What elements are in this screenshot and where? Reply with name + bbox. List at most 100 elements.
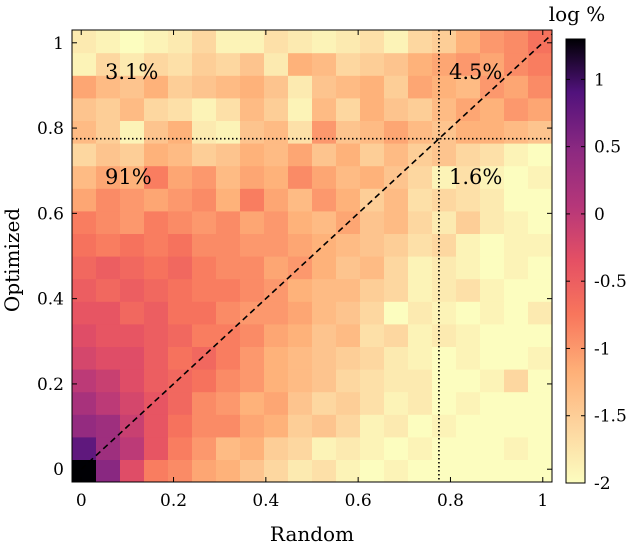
heatmap-cell <box>456 459 481 482</box>
heatmap-cell <box>216 323 241 347</box>
heatmap-cell <box>336 120 361 144</box>
colorbar-tick-label: -2 <box>594 474 611 494</box>
heatmap-cell <box>384 346 409 370</box>
heatmap-cell <box>96 323 121 347</box>
heatmap-cell <box>72 75 97 99</box>
heatmap-cell <box>168 278 193 302</box>
heatmap-cell <box>528 75 552 99</box>
heatmap-cell <box>336 256 361 280</box>
heatmap-cell <box>504 188 529 212</box>
heatmap-cell <box>360 120 385 144</box>
heatmap-cell <box>264 143 289 167</box>
heatmap-cell <box>504 323 529 347</box>
heatmap-cell <box>120 165 145 189</box>
heatmap-cell <box>120 97 145 121</box>
heatmap-cell <box>192 233 217 257</box>
heatmap-cell <box>480 436 505 460</box>
heatmap-cell <box>96 256 121 280</box>
heatmap-cell <box>120 414 145 438</box>
heatmap-cell <box>72 323 97 347</box>
heatmap-cell <box>528 120 552 144</box>
colorbar-title: log % <box>549 2 606 26</box>
heatmap-cell <box>384 143 409 167</box>
heatmap-cell <box>120 30 145 54</box>
heatmap-cell <box>504 233 529 257</box>
heatmap-cell <box>144 256 169 280</box>
heatmap-cell <box>384 52 409 76</box>
heatmap-cell <box>528 391 552 415</box>
heatmap-cell <box>72 256 97 280</box>
heatmap-cell <box>264 30 289 54</box>
heatmap-cell <box>144 143 169 167</box>
heatmap-cell <box>144 165 169 189</box>
heatmap-cell <box>360 97 385 121</box>
heatmap-cell <box>432 346 457 370</box>
heatmap-cell <box>96 120 121 144</box>
heatmap-cell <box>456 233 481 257</box>
heatmap-cell <box>384 210 409 234</box>
colorbar-ticks: 1 0.5 0 -0.5 -1 -1.5 -2 <box>566 70 627 494</box>
heatmap-cell <box>168 52 193 76</box>
heatmap-cell <box>264 436 289 460</box>
heatmap-cell <box>480 143 505 167</box>
heatmap-cell <box>72 188 97 212</box>
heatmap-cell <box>96 143 121 167</box>
heatmap-cell <box>432 414 457 438</box>
heatmap-cell <box>432 391 457 415</box>
quadrant-label-bottom-left: 91% <box>105 165 152 189</box>
heatmap-cell <box>192 165 217 189</box>
heatmap-cell <box>72 414 97 438</box>
heatmap-cell <box>504 52 529 76</box>
heatmap-cells <box>72 30 552 482</box>
heatmap-cell <box>288 52 313 76</box>
heatmap-cell <box>360 233 385 257</box>
heatmap-cell <box>288 346 313 370</box>
colorbar-tick-label: -0.5 <box>594 272 627 292</box>
heatmap-cell <box>240 459 265 482</box>
heatmap-cell <box>456 301 481 325</box>
heatmap-cell <box>264 459 289 482</box>
heatmap-cell <box>384 188 409 212</box>
heatmap-cell <box>240 143 265 167</box>
heatmap-cell <box>120 301 145 325</box>
heatmap-cell <box>384 436 409 460</box>
heatmap-cell <box>240 233 265 257</box>
heatmap-cell <box>144 97 169 121</box>
heatmap-cell <box>336 75 361 99</box>
heatmap-cell <box>456 75 481 99</box>
heatmap-cell <box>264 346 289 370</box>
heatmap-cell <box>336 278 361 302</box>
heatmap-cell <box>456 436 481 460</box>
heatmap-cell <box>504 75 529 99</box>
heatmap-cell <box>456 210 481 234</box>
heatmap-cell <box>144 414 169 438</box>
x-tick-label: 0.4 <box>252 491 279 511</box>
heatmap-cell <box>432 75 457 99</box>
heatmap-cell <box>264 414 289 438</box>
heatmap-cell <box>168 30 193 54</box>
heatmap-cell <box>408 391 433 415</box>
heatmap-cell <box>216 346 241 370</box>
heatmap-cell <box>408 52 433 76</box>
x-tick-label: 1 <box>537 491 548 511</box>
heatmap-cell <box>264 233 289 257</box>
heatmap-cell <box>408 301 433 325</box>
heatmap-cell <box>504 97 529 121</box>
heatmap-cell <box>240 323 265 347</box>
heatmap-cell <box>192 143 217 167</box>
heatmap-cell <box>432 459 457 482</box>
heatmap-cell <box>216 52 241 76</box>
heatmap-cell <box>480 346 505 370</box>
heatmap-cell <box>72 391 97 415</box>
heatmap-cell <box>72 346 97 370</box>
heatmap-cell <box>504 391 529 415</box>
heatmap-cell <box>288 30 313 54</box>
heatmap-cell <box>192 414 217 438</box>
x-axis-label: Random <box>270 522 354 544</box>
heatmap-cell <box>168 188 193 212</box>
heatmap-cell <box>72 278 97 302</box>
heatmap-cell <box>408 233 433 257</box>
heatmap-cell <box>312 120 337 144</box>
heatmap-cell <box>264 278 289 302</box>
heatmap-cell <box>240 301 265 325</box>
